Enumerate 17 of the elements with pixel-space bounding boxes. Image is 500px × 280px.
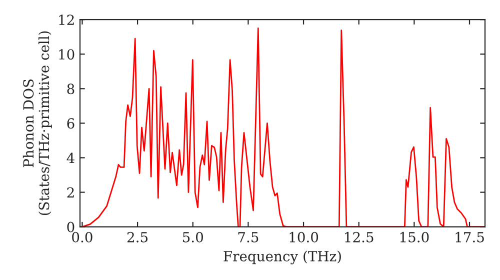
x-tick-label: 17.5: [456, 232, 484, 242]
y-tick-label: 0: [67, 222, 74, 232]
y-tick-label: 12: [59, 14, 74, 25]
x-tick-label: 5.0: [183, 232, 203, 242]
x-tick-label: 12.5: [345, 232, 374, 242]
y-tick-label: 4: [66, 152, 74, 164]
x-tick-label: 2.5: [127, 232, 148, 242]
y-tick-label: 10: [59, 49, 74, 60]
x-tick-label: 15.0: [400, 232, 429, 242]
x-tick-label: 0.0: [72, 232, 92, 242]
x-tick-label: 7.5: [238, 232, 258, 242]
y-tick-label: 8: [67, 84, 74, 94]
x-axis-title: Frequency (THz): [224, 250, 341, 264]
x-tick-label: 10.0: [290, 232, 318, 242]
y-tick-label: 6: [67, 118, 74, 129]
y-axis-title: Phonon DOS (States/THz·primitive cell): [22, 31, 52, 216]
y-tick-label: 2: [67, 187, 74, 198]
